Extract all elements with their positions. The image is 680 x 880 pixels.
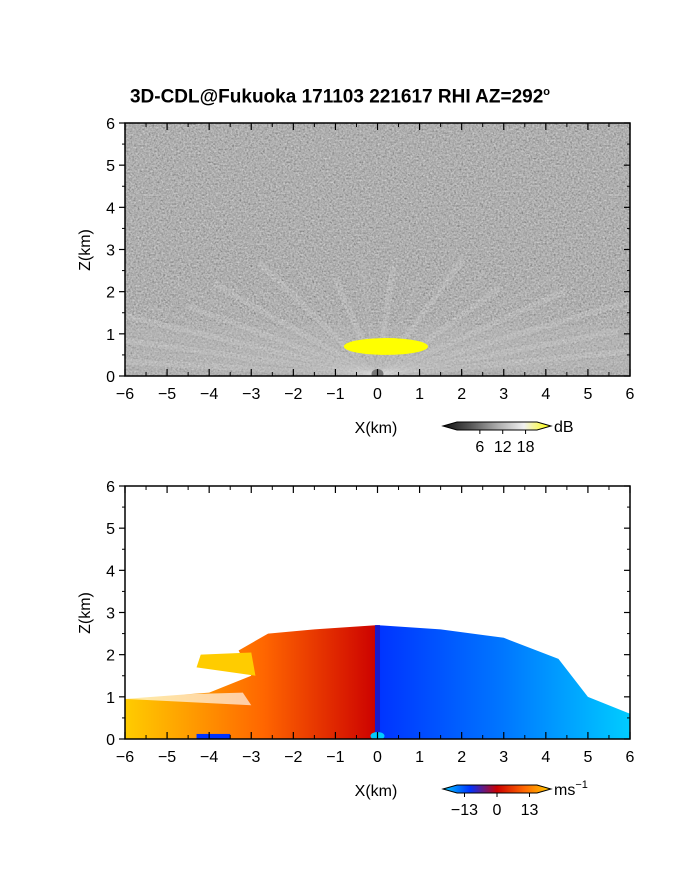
beam-streak	[376, 297, 630, 376]
x-tick-label: 5	[583, 386, 592, 403]
clutter-patch	[196, 733, 231, 739]
beam-streak	[168, 279, 379, 376]
colorbar-unit: ms−1	[554, 779, 588, 799]
x-tick-label: −6	[116, 386, 134, 403]
x-tick-label: −5	[158, 386, 176, 403]
colorbar-tick-label: −13	[451, 802, 478, 819]
x-tick-label: 4	[541, 386, 550, 403]
x-tick-label: 6	[626, 749, 635, 766]
velocity-y-label: Z(km)	[77, 592, 94, 634]
x-tick-label: −5	[158, 749, 176, 766]
intensity-heatmap	[125, 123, 630, 376]
beam-streak	[125, 358, 378, 376]
colorbar-ramp	[441, 421, 553, 431]
y-tick-label: 5	[106, 521, 115, 538]
beam-streak	[143, 303, 379, 376]
beam-streak	[332, 277, 381, 376]
intensity-colorbar: 6 12 18 dB	[441, 419, 574, 456]
beam-streak	[374, 277, 423, 376]
beam-streak	[375, 257, 466, 376]
x-tick-label: 3	[499, 386, 508, 403]
x-tick-label: −3	[242, 749, 260, 766]
saturated-patch	[343, 338, 428, 355]
y-tick-label: 0	[106, 369, 115, 386]
velocity-gap	[125, 692, 252, 706]
beam-streak	[374, 265, 397, 376]
colorbar-tick-label: 0	[493, 802, 502, 819]
intensity-x-label: X(km)	[355, 420, 398, 437]
beam-streak	[377, 358, 630, 376]
y-tick-label: 0	[106, 732, 115, 749]
colorbar-ramp	[441, 784, 553, 794]
x-tick-label: 5	[583, 749, 592, 766]
velocity-positive-region	[125, 625, 378, 739]
y-tick-label: 4	[106, 563, 115, 580]
x-tick-label: 4	[541, 749, 550, 766]
velocity-upper-band	[196, 652, 256, 676]
beam-streak	[375, 271, 488, 376]
x-tick-label: 0	[373, 386, 382, 403]
beam-streak	[185, 303, 379, 376]
velocity-heatmap	[125, 625, 630, 739]
y-tick-label: 5	[106, 158, 115, 175]
x-tick-label: 0	[373, 749, 382, 766]
velocity-panel: −6 −5 −4 −3 −2 −1 0 1 2 3 4 5 6 0 1 2 3 4 5 6 X(km) Z(km) −…	[77, 479, 635, 819]
bright-layer	[127, 252, 628, 376]
colorbar-unit: dB	[554, 419, 574, 436]
chart-title: 3D-CDL@Fukuoka 171103 221617 RHI AZ=292o	[129, 86, 551, 108]
velocity-colorbar: −13 0 13 ms−1	[441, 779, 588, 819]
y-tick-label: 2	[106, 648, 115, 665]
beam-streak	[376, 271, 559, 376]
x-tick-label: 6	[626, 386, 635, 403]
x-tick-label: −2	[284, 749, 302, 766]
x-tick-label: 2	[457, 386, 466, 403]
beam-streak	[376, 313, 630, 376]
beam-streak	[376, 287, 568, 376]
x-tick-label: −1	[326, 386, 344, 403]
y-tick-label: 3	[106, 606, 115, 623]
beam-streak	[136, 328, 379, 376]
y-tick-label: 4	[106, 200, 115, 217]
beam-streak	[253, 285, 380, 376]
x-tick-label: −1	[326, 749, 344, 766]
x-tick-label: 1	[415, 386, 424, 403]
colorbar-tick-label: 12	[494, 439, 512, 456]
beam-streak	[125, 348, 378, 376]
beam-streak	[376, 303, 570, 376]
x-tick-label: −3	[242, 386, 260, 403]
y-tick-label: 6	[106, 479, 115, 496]
x-tick-label: 3	[499, 749, 508, 766]
beam-streak	[357, 254, 381, 376]
beam-streak	[377, 337, 630, 376]
intensity-y-label: Z(km)	[77, 229, 94, 271]
x-tick-label: −2	[284, 386, 302, 403]
colorbar-tick-label: 18	[517, 439, 535, 456]
beam-streak	[375, 285, 502, 376]
zero-velocity-line	[374, 625, 381, 739]
y-tick-label: 6	[106, 116, 115, 133]
beam-streak	[212, 281, 379, 376]
beam-streak	[376, 328, 619, 376]
y-tick-label: 2	[106, 285, 115, 302]
x-tick-label: 1	[415, 749, 424, 766]
colorbar-tick-label: 13	[521, 802, 539, 819]
x-tick-label: −6	[116, 749, 134, 766]
x-tick-label: −4	[200, 749, 218, 766]
y-tick-label: 1	[106, 690, 115, 707]
velocity-x-label: X(km)	[355, 783, 398, 800]
y-tick-label: 1	[106, 327, 115, 344]
x-tick-label: −4	[200, 386, 218, 403]
velocity-negative-region	[377, 625, 630, 739]
colorbar-tick-label: 6	[475, 439, 484, 456]
y-tick-label: 3	[106, 243, 115, 260]
beam-streak	[257, 260, 380, 376]
beam-streak	[125, 337, 378, 376]
beam-streak	[125, 312, 379, 376]
x-tick-label: 2	[457, 749, 466, 766]
beam-streak	[297, 267, 380, 376]
beam-streak	[377, 348, 630, 376]
